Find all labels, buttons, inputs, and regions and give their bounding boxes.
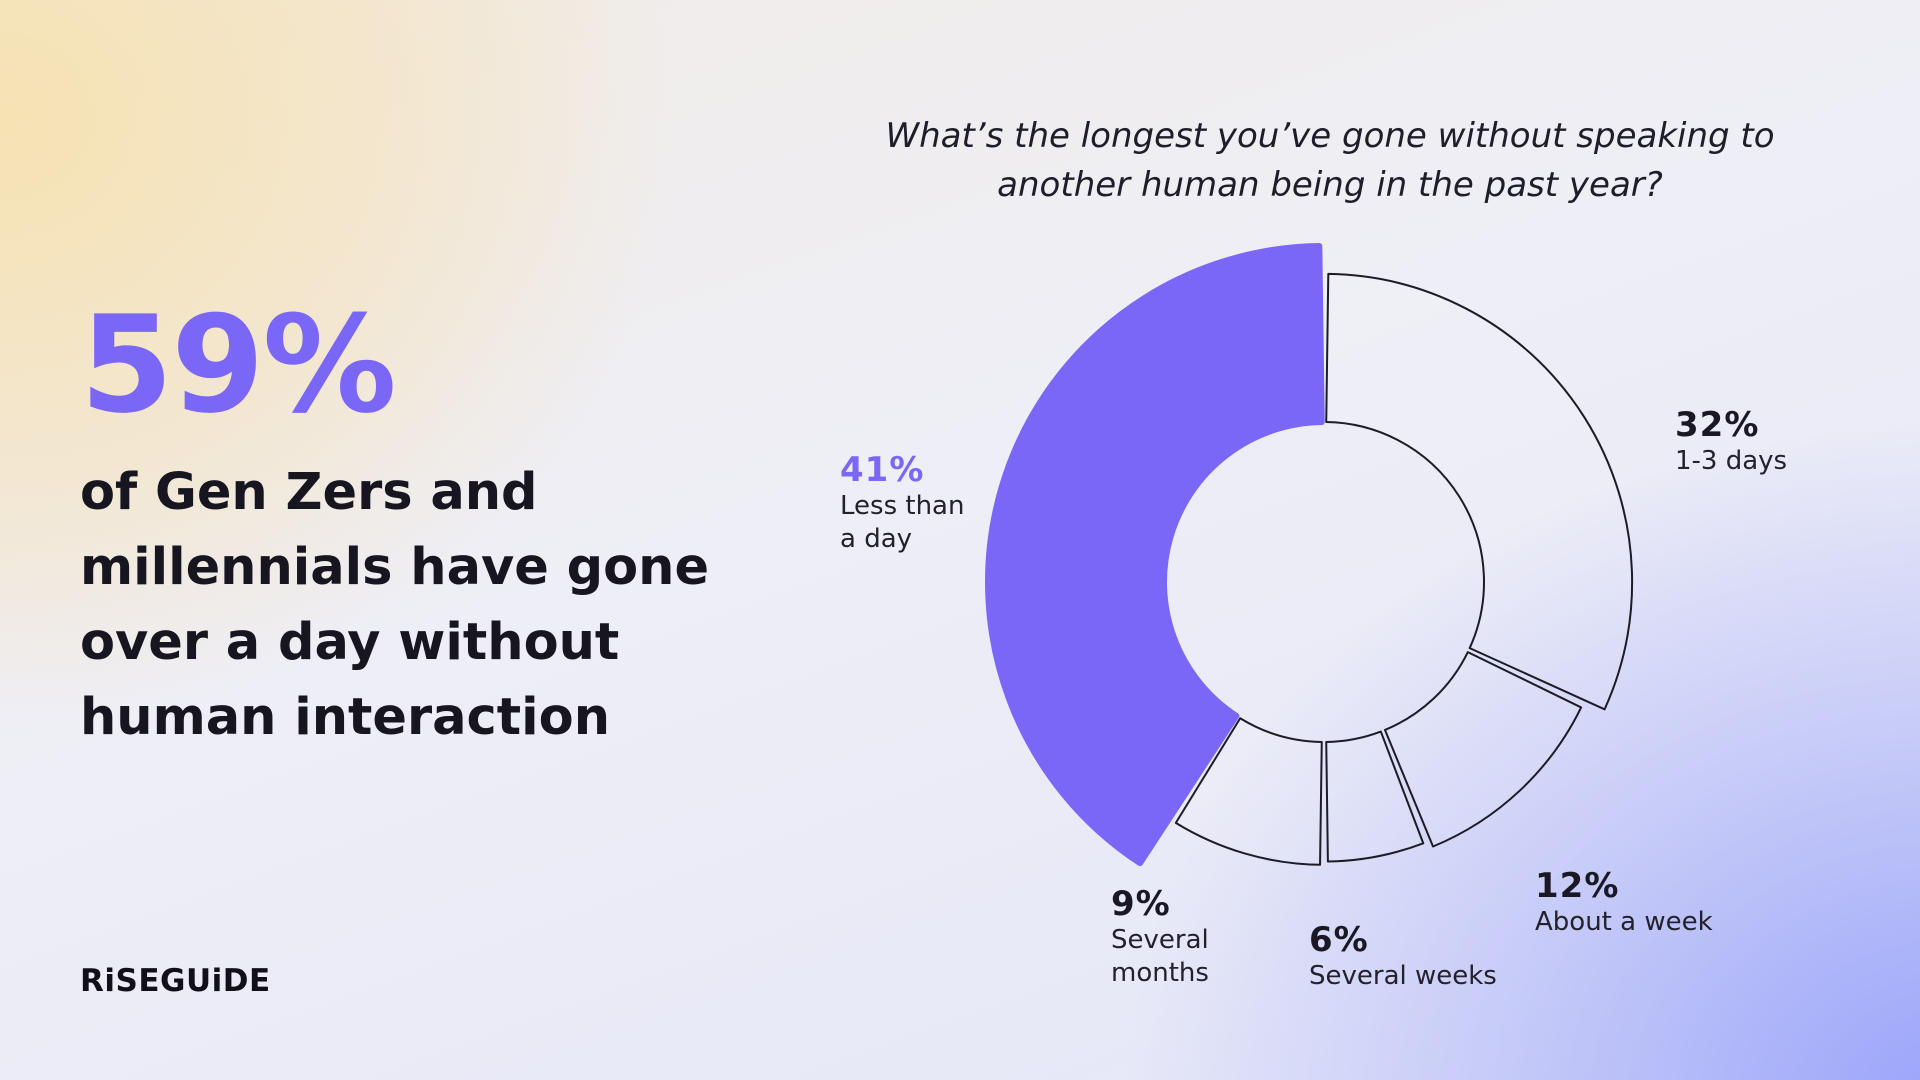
chart-title-line-1: What’s the longest you’ve gone without s… [885, 116, 1775, 156]
slice-category-label: 1-3 days [1675, 446, 1788, 476]
slice-category-label: Several weeks [1309, 961, 1497, 991]
donut-slice-1-3-days [1325, 272, 1634, 711]
headline-text: of Gen Zers and millennials have gone ov… [80, 455, 720, 755]
slice-value-label: 6% [1309, 920, 1369, 960]
headline-line-1: of Gen Zers and [80, 463, 538, 522]
headline-line-4: human interaction [80, 688, 610, 747]
donut-slice-several-months [1174, 717, 1323, 866]
slice-value-label: 41% [840, 450, 925, 490]
donut-slice-less-than-a-day [985, 243, 1325, 867]
slice-value-label: 32% [1675, 405, 1760, 445]
chart-title: What’s the longest you’ve gone without s… [860, 112, 1800, 210]
headline-stat: 59% [80, 287, 397, 443]
donut-slice-several-weeks [1325, 730, 1425, 863]
slice-value-label: 12% [1535, 866, 1620, 906]
slice-category-label: a day [840, 524, 913, 554]
slice-label-about-a-week: 12% About a week [1535, 866, 1713, 939]
riseguide-logo: RiSEGUiDE [80, 963, 271, 999]
slice-category-label: About a week [1535, 907, 1713, 937]
donut-slice-about-a-week [1383, 651, 1583, 848]
slice-label-less-than-a-day: 41% Less than a day [840, 450, 964, 556]
slice-category-label: months [1111, 958, 1209, 988]
slice-category-label: Several [1111, 925, 1209, 955]
chart-title-line-2: another human being in the past year? [997, 165, 1663, 205]
slice-label-1-3-days: 32% 1-3 days [1675, 405, 1787, 478]
headline-line-2: millennials have gone [80, 538, 710, 597]
slice-label-several-weeks: 6% Several weeks [1309, 920, 1497, 993]
slice-category-label: Less than [840, 491, 965, 521]
headline-line-3: over a day without [80, 613, 620, 672]
slice-label-several-months: 9% Several months [1111, 884, 1209, 990]
slice-value-label: 9% [1111, 884, 1171, 924]
